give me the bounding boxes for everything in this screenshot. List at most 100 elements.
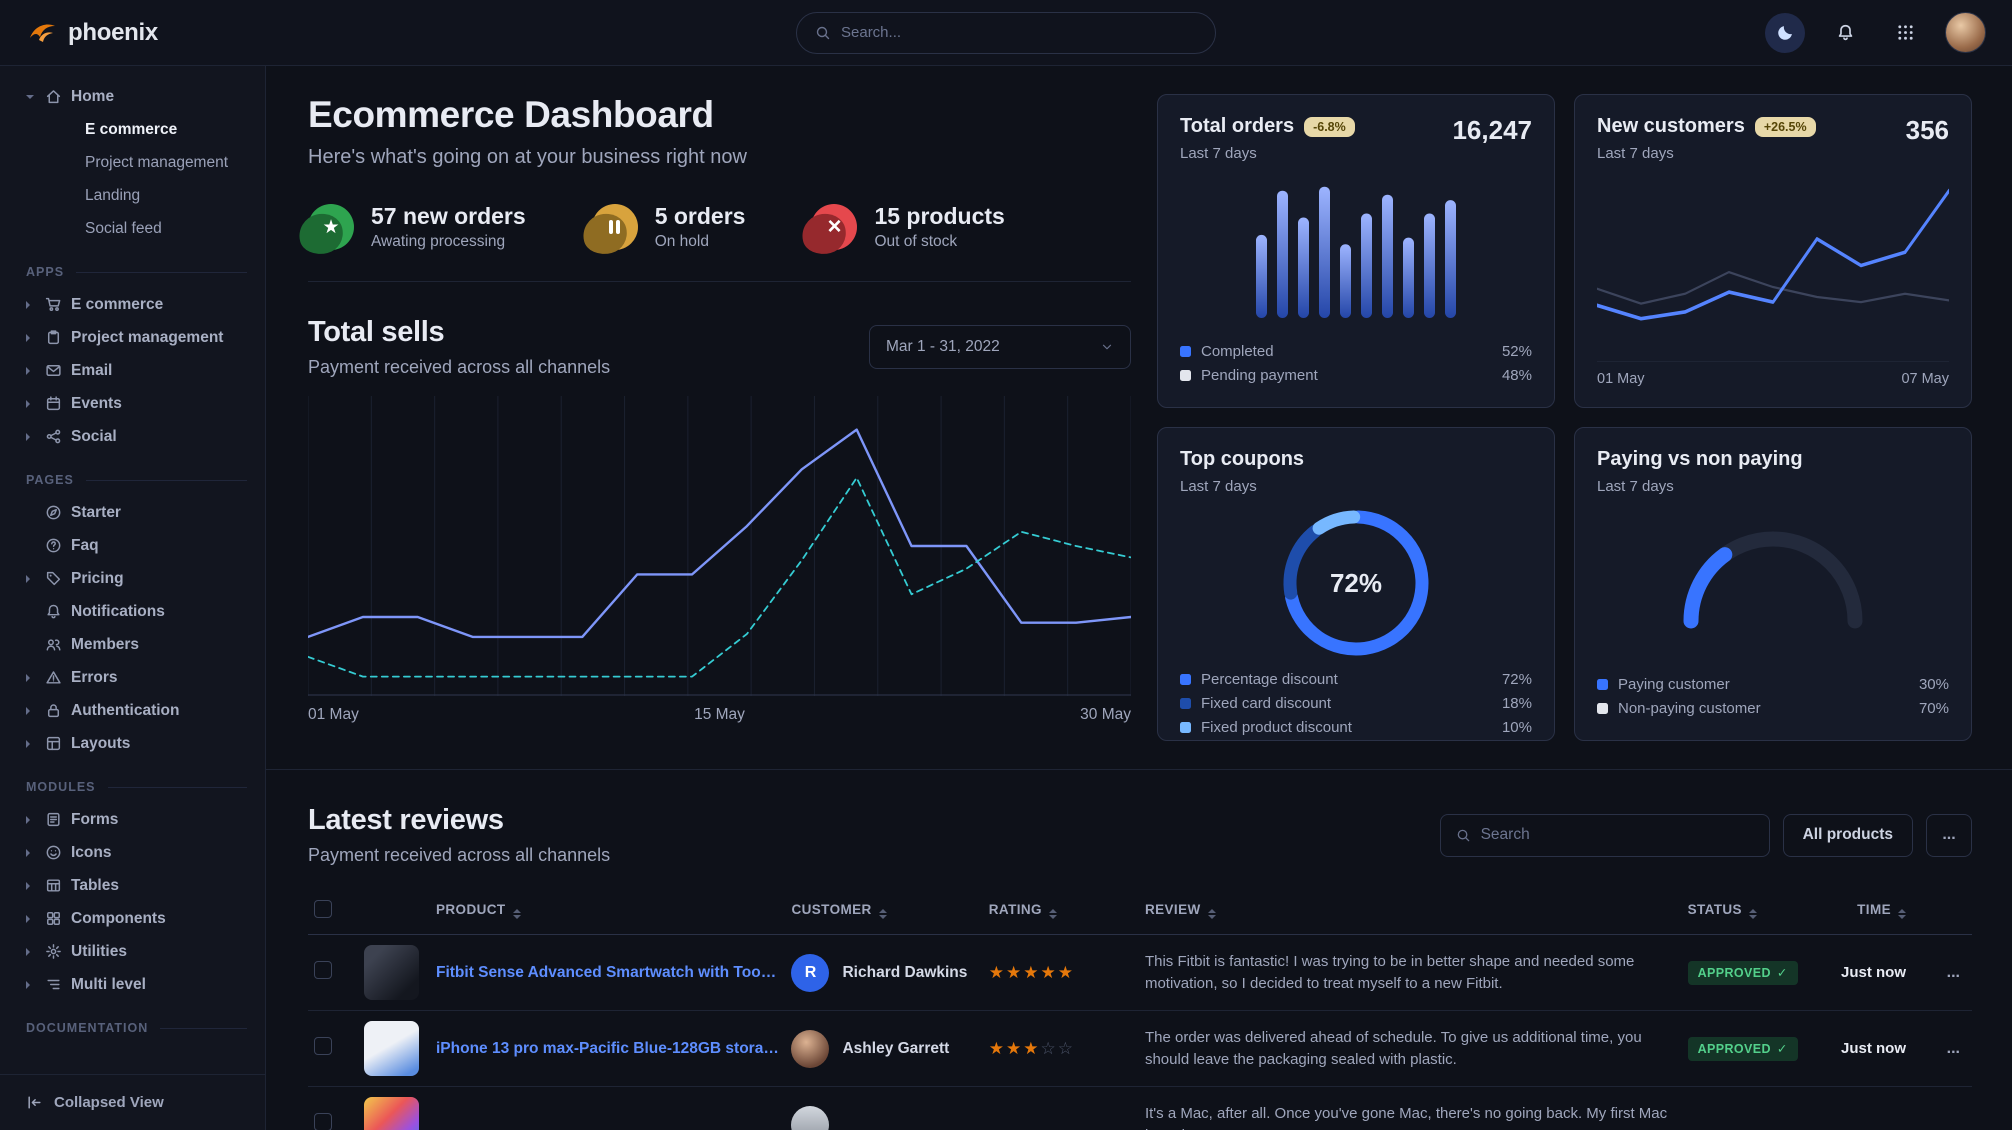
clipboard-icon bbox=[47, 330, 60, 345]
sidebar-item-multi-level[interactable]: Multi level bbox=[0, 968, 265, 1001]
user-avatar[interactable] bbox=[1945, 12, 1986, 53]
column-header-review[interactable]: REVIEW bbox=[1138, 892, 1682, 935]
sidebar-item-errors[interactable]: Errors bbox=[0, 661, 265, 694]
sidebar-item-label: Components bbox=[71, 909, 166, 927]
total-orders-value: 16,247 bbox=[1452, 115, 1532, 145]
row-checkbox[interactable] bbox=[314, 1113, 332, 1130]
column-header-customer[interactable]: CUSTOMER bbox=[785, 892, 983, 935]
sidebar-item-social[interactable]: Social bbox=[0, 420, 265, 453]
reviews-table-header-row: PRODUCT CUSTOMER RATING REVIEW STATUS TI… bbox=[308, 892, 1972, 935]
column-header-product[interactable]: PRODUCT bbox=[358, 892, 786, 935]
components-icon bbox=[47, 912, 60, 925]
card-period: Last 7 days bbox=[1597, 145, 1674, 162]
select-all-checkbox[interactable] bbox=[314, 900, 332, 918]
stat-value: 5 orders bbox=[654, 203, 746, 229]
notifications-button[interactable] bbox=[1825, 13, 1865, 53]
all-products-button[interactable]: All products bbox=[1782, 813, 1913, 857]
legend-row: Percentage discount 72% bbox=[1180, 667, 1532, 691]
rating-stars: ★★★☆☆ bbox=[988, 1038, 1075, 1058]
sidebar-item-e-commerce[interactable]: E commerce bbox=[0, 288, 265, 321]
reviews-controls: All products ... bbox=[1439, 813, 1972, 857]
caret-right-icon bbox=[26, 433, 36, 441]
sidebar-item-components[interactable]: Components bbox=[0, 902, 265, 935]
sidebar-item-forms[interactable]: Forms bbox=[0, 803, 265, 836]
sidebar-item-label: Email bbox=[71, 361, 113, 379]
legend-row: Paying customer 30% bbox=[1597, 672, 1949, 696]
check-icon: ✓ bbox=[1776, 965, 1788, 980]
caret-right-icon bbox=[26, 882, 36, 890]
sidebar-item-email[interactable]: Email bbox=[0, 354, 265, 387]
search-input[interactable] bbox=[841, 24, 1197, 41]
review-row[interactable]: Fitbit Sense Advanced Smartwatch with To… bbox=[308, 934, 1972, 1011]
column-header-status[interactable]: STATUS bbox=[1681, 892, 1814, 935]
customer-name: Ashley Garrett bbox=[842, 1039, 950, 1057]
caret-right-icon bbox=[26, 816, 36, 824]
sidebar-item-home[interactable]: Home bbox=[0, 80, 265, 113]
column-header-rating[interactable]: RATING bbox=[982, 892, 1139, 935]
sidebar-item-label: Authentication bbox=[71, 701, 180, 719]
legend-value: 48% bbox=[1501, 366, 1532, 384]
caret-right-icon bbox=[26, 400, 36, 408]
column-header-time[interactable]: TIME bbox=[1813, 892, 1920, 935]
sidebar-item-label: Events bbox=[71, 394, 122, 412]
review-text: The order was delivered ahead of schedul… bbox=[1144, 1028, 1642, 1068]
total-sells-line-chart bbox=[308, 396, 1131, 696]
customer-avatar bbox=[791, 1105, 830, 1130]
row-checkbox[interactable] bbox=[314, 1037, 332, 1055]
row-actions-button[interactable]: ... bbox=[1946, 963, 1960, 981]
reviews-search-input[interactable] bbox=[1480, 826, 1754, 844]
product-link[interactable]: iPhone 13 pro max-Pacific Blue-128GB sto… bbox=[436, 1039, 780, 1057]
caret-right-icon bbox=[26, 334, 36, 342]
compass-icon bbox=[46, 505, 61, 520]
card-period: Last 7 days bbox=[1597, 478, 1674, 495]
reviews-more-button[interactable]: ... bbox=[1926, 813, 1972, 857]
legend-row: Pending payment 48% bbox=[1180, 363, 1532, 387]
sidebar-item-landing[interactable]: Landing bbox=[85, 186, 141, 204]
sidebar-item-authentication[interactable]: Authentication bbox=[0, 694, 265, 727]
date-range-select[interactable]: Mar 1 - 31, 2022 bbox=[869, 325, 1131, 369]
sidebar-item-starter[interactable]: Starter bbox=[0, 496, 265, 529]
sidebar-item-utilities[interactable]: Utilities bbox=[0, 935, 265, 968]
trend-badge: +26.5% bbox=[1754, 116, 1816, 137]
sidebar-item-events[interactable]: Events bbox=[0, 387, 265, 420]
legend-label: Fixed card discount bbox=[1201, 694, 1332, 712]
row-actions-button[interactable]: ... bbox=[1946, 1039, 1960, 1057]
sidebar-item-pricing[interactable]: Pricing bbox=[0, 562, 265, 595]
chevron-icon bbox=[1102, 344, 1112, 350]
status-badge: APPROVED ✓ bbox=[1687, 1036, 1798, 1061]
collapsed-view-button[interactable]: Collapsed View bbox=[0, 1074, 265, 1130]
apps-menu-button[interactable] bbox=[1885, 13, 1925, 53]
legend-row: Fixed card discount 18% bbox=[1180, 691, 1532, 715]
global-search[interactable] bbox=[796, 11, 1216, 54]
sidebar-item-icons[interactable]: Icons bbox=[0, 836, 265, 869]
sidebar-item-faq[interactable]: Faq bbox=[0, 529, 265, 562]
stats-row: ★ 57 new orders Awating processing 5 ord… bbox=[308, 203, 1131, 282]
grid9-icon bbox=[1897, 25, 1913, 40]
sidebar-item-social-feed[interactable]: Social feed bbox=[85, 219, 162, 237]
sidebar-item-label: Forms bbox=[71, 810, 119, 828]
reviews-search[interactable] bbox=[1439, 813, 1770, 857]
sidebar-item-project-management[interactable]: Project management bbox=[0, 321, 265, 354]
new-customers-value: 356 bbox=[1905, 115, 1949, 145]
sort-icon bbox=[1748, 909, 1757, 919]
sidebar-item-members[interactable]: Members bbox=[0, 628, 265, 661]
sidebar-item-tables[interactable]: Tables bbox=[0, 869, 265, 902]
review-row[interactable]: It's a Mac, after all. Once you've gone … bbox=[308, 1086, 1972, 1130]
x-label: 30 May bbox=[1080, 706, 1131, 723]
theme-toggle-button[interactable] bbox=[1765, 12, 1805, 53]
legend-bullet bbox=[1180, 369, 1191, 381]
legend-label: Percentage discount bbox=[1201, 670, 1338, 688]
product-link[interactable]: Fitbit Sense Advanced Smartwatch with To… bbox=[436, 963, 780, 981]
stat-on-hold: 5 orders On hold bbox=[591, 203, 746, 251]
reviews-subtitle: Payment received across all channels bbox=[308, 845, 611, 865]
sidebar-item-e-commerce[interactable]: E commerce bbox=[85, 120, 178, 138]
sidebar-item-notifications[interactable]: Notifications bbox=[0, 595, 265, 628]
reviews-table-body: Fitbit Sense Advanced Smartwatch with To… bbox=[308, 934, 1972, 1130]
total-sells-title: Total sells bbox=[308, 316, 445, 348]
sidebar-item-project-management[interactable]: Project management bbox=[85, 153, 229, 171]
trend-badge: -6.8% bbox=[1304, 116, 1355, 137]
row-checkbox[interactable] bbox=[314, 961, 332, 979]
brand-logo[interactable]: phoenix bbox=[26, 17, 266, 49]
review-row[interactable]: iPhone 13 pro max-Pacific Blue-128GB sto… bbox=[308, 1010, 1972, 1087]
sidebar-item-layouts[interactable]: Layouts bbox=[0, 727, 265, 760]
